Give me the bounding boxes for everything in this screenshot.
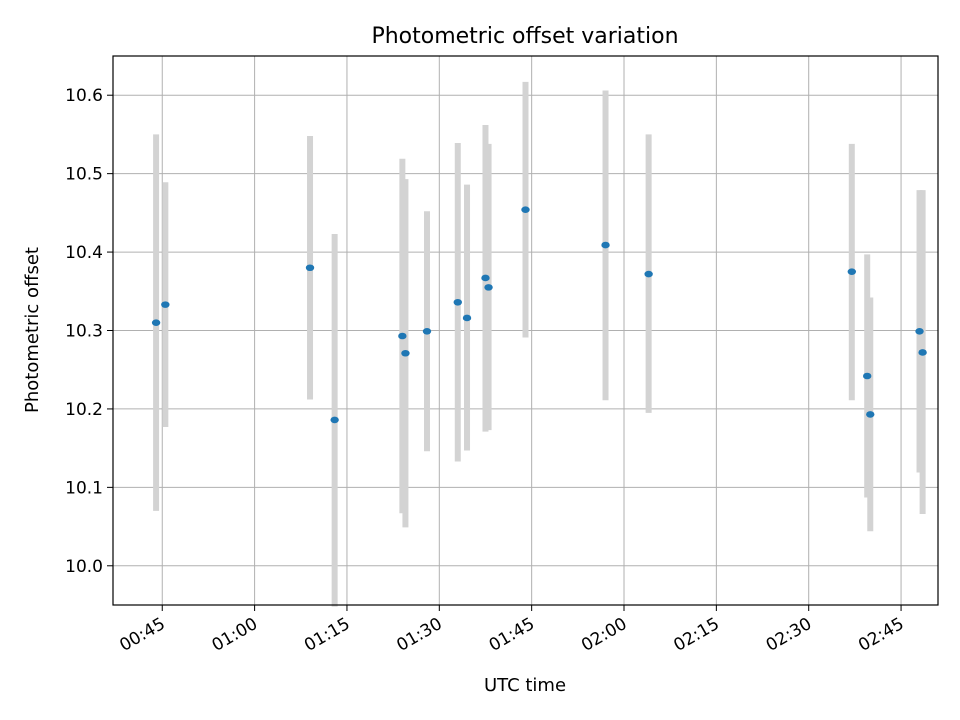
x-tick-label: 02:15 xyxy=(670,614,722,656)
data-point xyxy=(521,206,530,214)
data-point xyxy=(847,268,857,275)
error-bars xyxy=(153,81,926,607)
chart-title: Photometric offset variation xyxy=(371,24,678,49)
data-point xyxy=(644,270,653,278)
x-tick-label: 01:30 xyxy=(393,614,445,656)
y-tick-label: 10.3 xyxy=(65,322,103,342)
x-axis-ticks: 00:45 01:00 01:15 01:30 01:45 02:00 02:15 02:30… xyxy=(116,605,908,656)
data-point xyxy=(330,416,339,424)
data-point xyxy=(862,372,872,380)
data-point xyxy=(305,264,315,272)
data-point xyxy=(398,332,407,340)
y-tick-label: 10.0 xyxy=(65,557,103,577)
data-points xyxy=(151,206,927,424)
data-point xyxy=(151,319,161,326)
data-point xyxy=(601,241,610,249)
x-tick-label: 02:00 xyxy=(578,614,630,656)
y-tick-label: 10.4 xyxy=(65,243,103,263)
x-tick-label: 01:00 xyxy=(209,614,261,656)
x-tick-label: 01:45 xyxy=(486,614,538,656)
y-tick-label: 10.6 xyxy=(65,86,103,106)
y-axis-label: Photometric offset xyxy=(22,247,43,413)
data-point xyxy=(918,349,927,356)
data-point xyxy=(481,274,490,282)
data-point xyxy=(484,284,493,291)
y-axis-ticks: 10.0 10.1 10.2 10.3 10.4 10.5 10.6 xyxy=(65,86,113,577)
data-point xyxy=(161,301,170,308)
x-tick-label: 02:45 xyxy=(855,614,907,656)
x-tick-label: 02:30 xyxy=(763,614,815,656)
x-tick-label: 00:45 xyxy=(116,614,168,656)
y-tick-label: 10.2 xyxy=(65,400,103,420)
data-point xyxy=(453,298,462,306)
data-point xyxy=(915,327,924,335)
data-point xyxy=(462,314,472,322)
data-point xyxy=(401,349,410,357)
y-tick-label: 10.1 xyxy=(65,478,103,498)
y-tick-label: 10.5 xyxy=(65,165,103,185)
x-axis-label: UTC time xyxy=(484,675,566,696)
data-point xyxy=(422,327,432,335)
x-tick-label: 01:15 xyxy=(301,614,353,656)
data-point xyxy=(866,411,875,418)
